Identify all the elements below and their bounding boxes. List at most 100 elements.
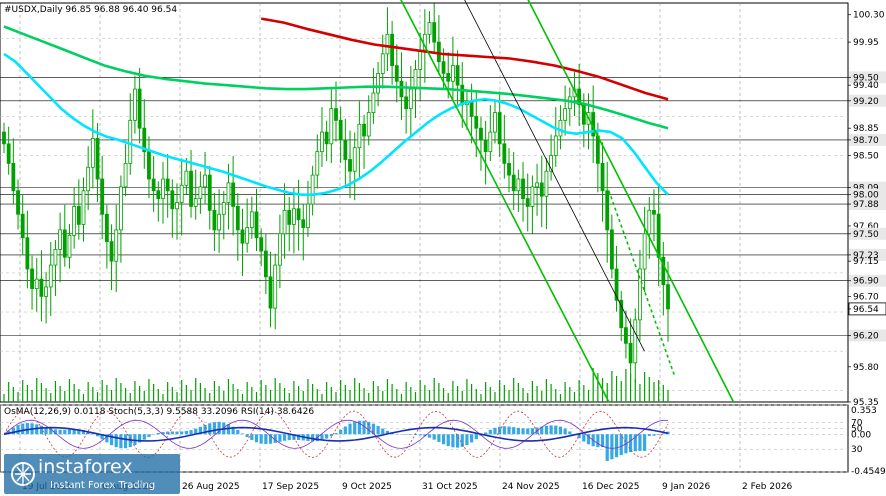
price-tick-label: 97.88	[853, 200, 879, 210]
osma-histogram-bar	[353, 421, 357, 435]
candle-body	[474, 116, 479, 129]
candle-body	[446, 73, 451, 82]
time-tick-label: 24 Nov 2025	[502, 482, 560, 492]
ma-mid-line	[3, 25, 669, 130]
candle-body	[652, 209, 656, 215]
price-tick-label: 98.70	[853, 136, 879, 146]
osma-histogram-bar	[166, 431, 170, 435]
osma-histogram-bar	[268, 434, 273, 444]
osma-histogram-bar	[217, 421, 221, 435]
osma-histogram-bar	[231, 426, 235, 435]
level-price-box	[849, 133, 886, 146]
osma-histogram-bar	[212, 422, 217, 435]
osma-histogram-bar	[105, 434, 109, 443]
candle-body	[193, 198, 198, 207]
osma-histogram-bar	[245, 434, 249, 437]
osma-histogram-bar	[521, 428, 525, 435]
candle-body	[62, 229, 67, 258]
osma-histogram-bar	[156, 433, 160, 435]
indicator-tick-label: 30	[851, 445, 863, 455]
osma-histogram-bar	[371, 423, 376, 435]
osma-histogram-bar	[67, 429, 72, 435]
candle-body	[385, 33, 390, 55]
osma-histogram-bar	[441, 434, 446, 445]
candle-body	[34, 278, 39, 289]
candle-body	[666, 284, 670, 310]
osma-histogram-bar	[577, 434, 581, 439]
candle-body	[249, 211, 254, 228]
candle-body	[511, 174, 516, 192]
candle-body	[642, 233, 647, 270]
candle-body	[86, 166, 91, 192]
candle-body	[268, 276, 273, 309]
candle-body	[600, 162, 605, 192]
osma-histogram-bar	[53, 429, 58, 435]
candle-body	[109, 241, 114, 262]
price-tick-label: 98.50	[853, 152, 879, 162]
candle-body	[179, 184, 184, 203]
osma-histogram-bar	[100, 434, 104, 440]
osma-histogram-bar	[568, 431, 572, 435]
osma-histogram-bar	[296, 434, 301, 440]
osma-histogram-bar	[633, 434, 637, 452]
candle-body	[530, 186, 535, 207]
osma-histogram-bar	[114, 434, 118, 448]
osma-histogram-bar	[77, 429, 81, 435]
osma-histogram-bar	[273, 434, 277, 443]
candle-body	[404, 96, 409, 110]
indicator-tick-label: 0.00	[851, 430, 871, 440]
trend-line	[400, 0, 610, 403]
candle-body	[221, 202, 226, 215]
candle-body	[207, 174, 212, 211]
candle-body	[619, 299, 624, 329]
candle-body	[418, 49, 423, 70]
osma-histogram-bar	[502, 426, 506, 435]
price-tick-label: 97.60	[853, 222, 879, 232]
candle-body	[301, 219, 306, 228]
osma-histogram-bar	[465, 434, 469, 446]
osma-histogram-bar	[198, 426, 202, 435]
candle-body	[240, 229, 245, 244]
candle-body	[184, 170, 189, 186]
price-tick-label: 99.20	[853, 97, 879, 107]
candle-body	[310, 174, 315, 205]
price-tick-label: 96.20	[853, 332, 879, 342]
candle-body	[6, 143, 11, 164]
candle-body	[231, 182, 236, 207]
osma-histogram-bar	[343, 426, 347, 435]
time-tick-label: 16 Dec 2025	[582, 482, 640, 492]
price-tick-label: 96.70	[853, 292, 879, 302]
osma-histogram-bar	[357, 420, 361, 435]
osma-histogram-bar	[264, 434, 268, 445]
osma-histogram-bar	[404, 434, 408, 435]
osma-histogram-bar	[208, 423, 212, 435]
candle-body	[53, 249, 58, 266]
osma-histogram-bar	[334, 433, 338, 435]
candle-body	[329, 108, 334, 145]
candle-body	[133, 88, 137, 121]
candle-body	[563, 108, 568, 121]
level-price-box	[849, 198, 886, 211]
candle-body	[20, 213, 25, 239]
osma-histogram-bar	[240, 433, 245, 435]
indicator-caption: OsMA(12,26,9) 0.0118 Stoch(5,3,3) 9.5588…	[4, 407, 314, 417]
osma-histogram-bar	[44, 427, 48, 435]
trendlines	[400, 0, 735, 403]
price-tick-label: 97.15	[853, 257, 879, 267]
osma-histogram-bar	[488, 429, 492, 435]
osma-histogram-bar	[278, 434, 282, 442]
osma-histogram-bar	[427, 434, 432, 438]
candle-body	[67, 234, 72, 258]
osma-histogram-bar	[194, 428, 198, 435]
osma-histogram-bar	[292, 434, 296, 440]
osma-histogram-bar	[49, 428, 53, 435]
osma-histogram-bar	[287, 434, 291, 441]
osma-histogram-bar	[119, 434, 123, 449]
osma-histogram-bar	[600, 434, 605, 448]
osma-histogram-bar	[142, 434, 146, 440]
osma-histogram-bar	[138, 434, 142, 443]
candle-body	[479, 127, 483, 141]
osma-histogram-bar	[554, 425, 558, 435]
